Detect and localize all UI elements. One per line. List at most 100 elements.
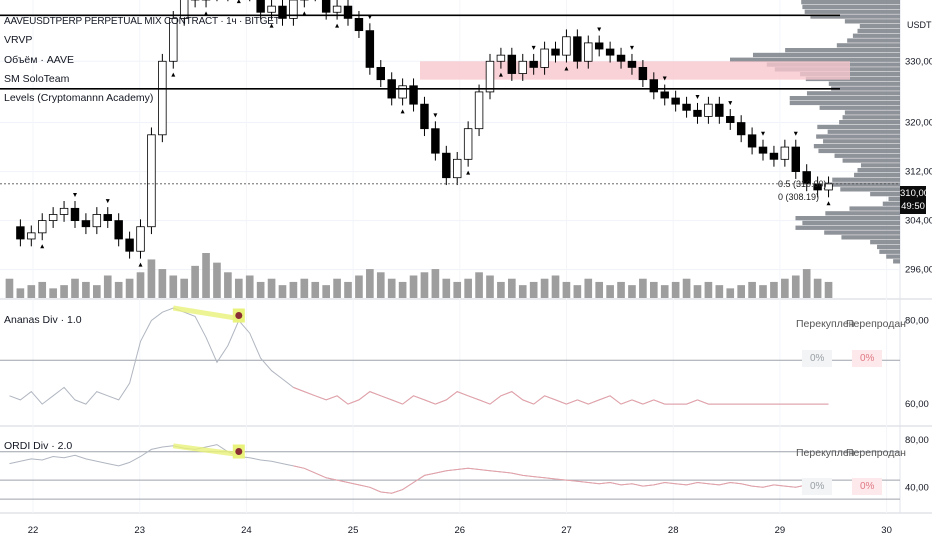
profile-bar (832, 177, 900, 182)
volume-bar (540, 278, 549, 298)
candle-up (485, 60, 495, 93)
volume-bar (551, 275, 560, 298)
symbol-title[interactable]: AAVEUSDTPERP PERPETUAL MIX CONTRACT · 1ч… (4, 16, 280, 27)
volume-bar (333, 278, 341, 298)
signal-marker (400, 109, 405, 114)
candle-down (715, 103, 724, 117)
signal-marker (40, 244, 45, 249)
candles[interactable] (16, 0, 833, 267)
candle-up (453, 158, 462, 179)
profile-bar (785, 48, 900, 53)
volume-bar (234, 278, 243, 298)
candle-up (584, 42, 593, 62)
candle-down (594, 42, 604, 50)
volume-bar (147, 259, 156, 298)
candle-down (81, 220, 91, 228)
profile-bar (870, 240, 900, 245)
volume-bar (573, 285, 582, 298)
key-levels (0, 14, 900, 185)
fib-label-0: 0 (308.19) (778, 192, 820, 202)
pane1-bearish-line (293, 386, 829, 405)
volume-bar (813, 278, 822, 298)
indicator-levels[interactable]: Levels (Cryptomannn Academy) (4, 92, 154, 105)
candle-up (147, 134, 156, 228)
pane2-y-tick-label: 40,00 (905, 482, 929, 493)
volume-bar (660, 285, 669, 298)
profile-bar (840, 187, 900, 192)
profile-bar (836, 43, 900, 48)
profile-bar (860, 163, 900, 168)
candle-down (736, 122, 746, 136)
pane1-title[interactable]: Ananas Div · 1.0 (4, 314, 82, 326)
y-tick-label: 296,00 (905, 265, 932, 276)
signal-marker (367, 15, 372, 20)
profile-bar (789, 100, 900, 106)
ordi-div-line (0, 443, 900, 500)
profile-bar (801, 0, 900, 5)
profile-bar (888, 196, 900, 202)
candle-up (780, 146, 790, 160)
profile-bar (827, 129, 900, 134)
volume-bar (529, 281, 538, 298)
indicator-vrvp[interactable]: VRVP (4, 34, 33, 47)
bar-countdown: 49:50 (901, 201, 925, 212)
volume-bar (191, 265, 199, 298)
pane2-divergence-marker (235, 447, 243, 455)
volume-bar (224, 272, 232, 298)
profile-bar (877, 244, 900, 250)
signal-marker (498, 72, 503, 77)
candle-up (540, 48, 549, 68)
volume-bar (114, 281, 123, 298)
profile-bar (886, 254, 900, 259)
x-tick-label: 27 (561, 525, 572, 536)
profile-bar (795, 216, 900, 221)
signal-marker (826, 201, 831, 206)
profile-bar (818, 148, 900, 154)
profile-bar (847, 38, 900, 43)
profile-bar (824, 230, 900, 235)
volume-bar (791, 275, 800, 298)
pane2-title[interactable]: ORDI Div · 2.0 (4, 440, 73, 452)
profile-bar (841, 235, 900, 240)
volume-bar (824, 281, 833, 298)
fib-label-05: 0.5 (310.00) (778, 179, 827, 189)
volume-bar (103, 275, 112, 298)
signal-marker (72, 192, 77, 197)
x-tick-label: 30 (881, 525, 892, 536)
profile-bar (854, 172, 900, 178)
candle-down (70, 207, 80, 221)
candle-up (267, 5, 276, 13)
currency-unit[interactable]: USDT (907, 20, 932, 30)
candle-down (802, 171, 811, 185)
profile-bar (834, 153, 900, 158)
last-price: 310,00 (900, 188, 930, 199)
pane2-oversold-value: 0% (852, 478, 883, 495)
volume-bar (213, 262, 221, 298)
candle-up (474, 91, 484, 130)
signal-marker (629, 45, 634, 50)
volume-bar (387, 278, 396, 298)
candle-down (551, 48, 560, 56)
signal-marker (761, 131, 766, 136)
indicator-volume[interactable]: Объём · AAVE (4, 53, 75, 66)
volume-bar (344, 281, 352, 298)
pane1-y-tick-label: 80,00 (905, 316, 929, 327)
candle-down (616, 54, 626, 62)
volume-bar (584, 278, 593, 298)
profile-bar (810, 14, 900, 19)
volume-bar (802, 269, 811, 298)
pane2-overbought-value: 0% (802, 478, 833, 495)
pane2-overbought-label: Перекуплен (796, 447, 855, 459)
candle-down (431, 128, 440, 154)
candle-down (605, 48, 615, 56)
volume-bar (617, 281, 625, 298)
candle-down (747, 134, 757, 148)
signal-marker (793, 131, 798, 136)
volume-bar (169, 275, 178, 298)
indicator-soloteam[interactable]: SM SoloTeam (4, 72, 70, 85)
signal-marker (269, 23, 274, 28)
candle-down (529, 60, 538, 68)
candle-down (376, 67, 385, 81)
candle-down (649, 79, 659, 93)
profile-bar (819, 105, 900, 110)
